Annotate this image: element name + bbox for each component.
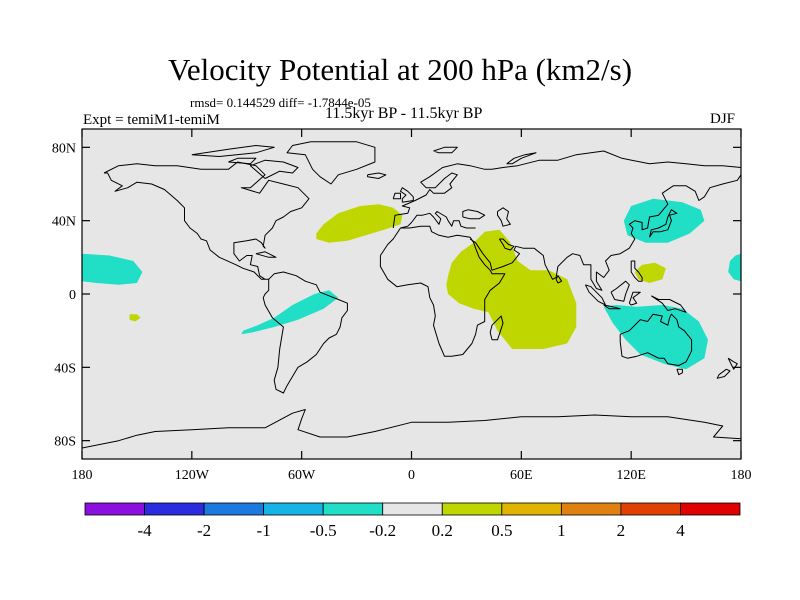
colorbar-swatch: [144, 502, 205, 516]
colorbar-swatch: [560, 502, 622, 516]
iceland-coastline: [367, 172, 387, 179]
colorbar-swatch: [322, 502, 384, 516]
lon-tick-label: 60E: [510, 468, 533, 483]
lat-tick-label: 0: [69, 288, 76, 303]
sulawesi-coastline: [628, 291, 641, 306]
season-label: DJF: [710, 111, 736, 127]
colorbar-swatch: [620, 502, 681, 516]
colorbar-swatch: [382, 502, 443, 516]
lat-tick-label: 80S: [54, 435, 76, 450]
java-coastline: [603, 304, 621, 310]
africa-indian-ocean-positive-region: [446, 229, 577, 349]
lon-tick-label: 0: [408, 468, 415, 483]
madagascar-coastline: [489, 315, 504, 341]
novaya-zemlya-coastline: [506, 152, 537, 165]
east-asia-negative-region: [623, 198, 705, 243]
lon-tick-label: 120E: [616, 468, 646, 483]
lon-tick-label: 120W: [175, 468, 210, 483]
lat-tick-label: 80N: [52, 141, 76, 156]
new-zealand-north-coastline: [727, 357, 738, 370]
svalbard-coastline: [433, 146, 458, 154]
contour-regions: [82, 198, 741, 370]
north-atlantic-positive-region: [316, 204, 403, 243]
cuba-coastline: [255, 251, 277, 258]
dateline-east-negative-region: [728, 253, 741, 282]
colorbar-swatch: [441, 502, 503, 516]
mediterranean-north-coastline: [400, 211, 476, 229]
new-zealand-south-coastline: [716, 368, 731, 379]
colorbar: -4 -2 -1 -0.5 -0.2 0.2 0.5 1 2 4: [84, 502, 741, 540]
colorbar-label: -0.5: [310, 521, 337, 540]
philippines-coastline: [630, 260, 643, 282]
australia-coastline: [619, 313, 693, 366]
central-pacific-negative-region: [82, 253, 143, 285]
colorbar-label: 1: [557, 521, 566, 540]
north-america-coastline: [103, 161, 310, 280]
caspian-coastline: [497, 207, 511, 227]
colorbar-label: 0.2: [432, 521, 453, 540]
colorbar-label: 2: [617, 521, 626, 540]
arabian-gulf-coastline: [498, 238, 515, 251]
borneo-coastline: [610, 280, 630, 302]
black-sea-coastline: [462, 209, 486, 220]
colorbar-swatch: [680, 502, 741, 516]
new-guinea-coastline: [651, 295, 687, 313]
great-britain-coastline: [400, 187, 414, 203]
colorbar-label: -2: [197, 521, 211, 540]
south-america-coastline: [262, 271, 348, 394]
colorbar-label: -0.2: [369, 521, 396, 540]
sri-lanka-coastline: [555, 275, 563, 284]
plot-title: Velocity Potential at 200 hPa (km2/s): [167, 52, 633, 87]
colorbar-swatch: [203, 502, 265, 516]
experiment-label: Expt = temiM1-temiM: [83, 112, 220, 128]
map-background: [82, 129, 741, 459]
south-america-negative-region: [241, 290, 339, 335]
antarctica-coastline: [82, 409, 741, 449]
colorbar-label: -1: [257, 521, 271, 540]
lon-tick-label: 60W: [288, 468, 316, 483]
colorbar-swatch: [84, 502, 145, 516]
lat-tick-label: 40N: [52, 215, 76, 230]
stats-subtitle: rmsd= 0.144529 diff= -1.7844e-05: [190, 95, 371, 110]
lat-tick-label: 40S: [54, 361, 76, 376]
colorbar-label: 4: [676, 521, 685, 540]
lon-tick-label: 180: [731, 468, 752, 483]
japan-coastline: [649, 209, 678, 238]
colorbar-swatch: [263, 502, 324, 516]
south-pacific-small-positive-region: [129, 314, 141, 322]
colorbar-label: -4: [137, 521, 152, 540]
australia-negative-region: [603, 305, 708, 370]
period-label: 11.5kyr BP - 11.5kyr BP: [325, 105, 483, 122]
eurasia-coastline: [392, 150, 741, 229]
hudson-bay-islands-coastline: [228, 157, 257, 165]
eurasia-south-coastline: [469, 174, 741, 291]
coastlines: [82, 141, 741, 449]
lon-tick-label: 180: [72, 468, 93, 483]
colorbar-label: 0.5: [491, 521, 512, 540]
greenland-coastline: [286, 141, 376, 185]
ireland-coastline: [392, 192, 401, 200]
baffin-coastline: [249, 159, 299, 179]
tasmania-coastline: [676, 368, 683, 376]
africa-coastline: [379, 225, 506, 357]
queen-elizabeth-coastline: [191, 145, 275, 157]
axis-ticks: 180 120W 60W 0 60E 120E 180 80N 40N 0 40S 80S: [52, 129, 752, 483]
colorbar-swatch: [501, 502, 562, 516]
